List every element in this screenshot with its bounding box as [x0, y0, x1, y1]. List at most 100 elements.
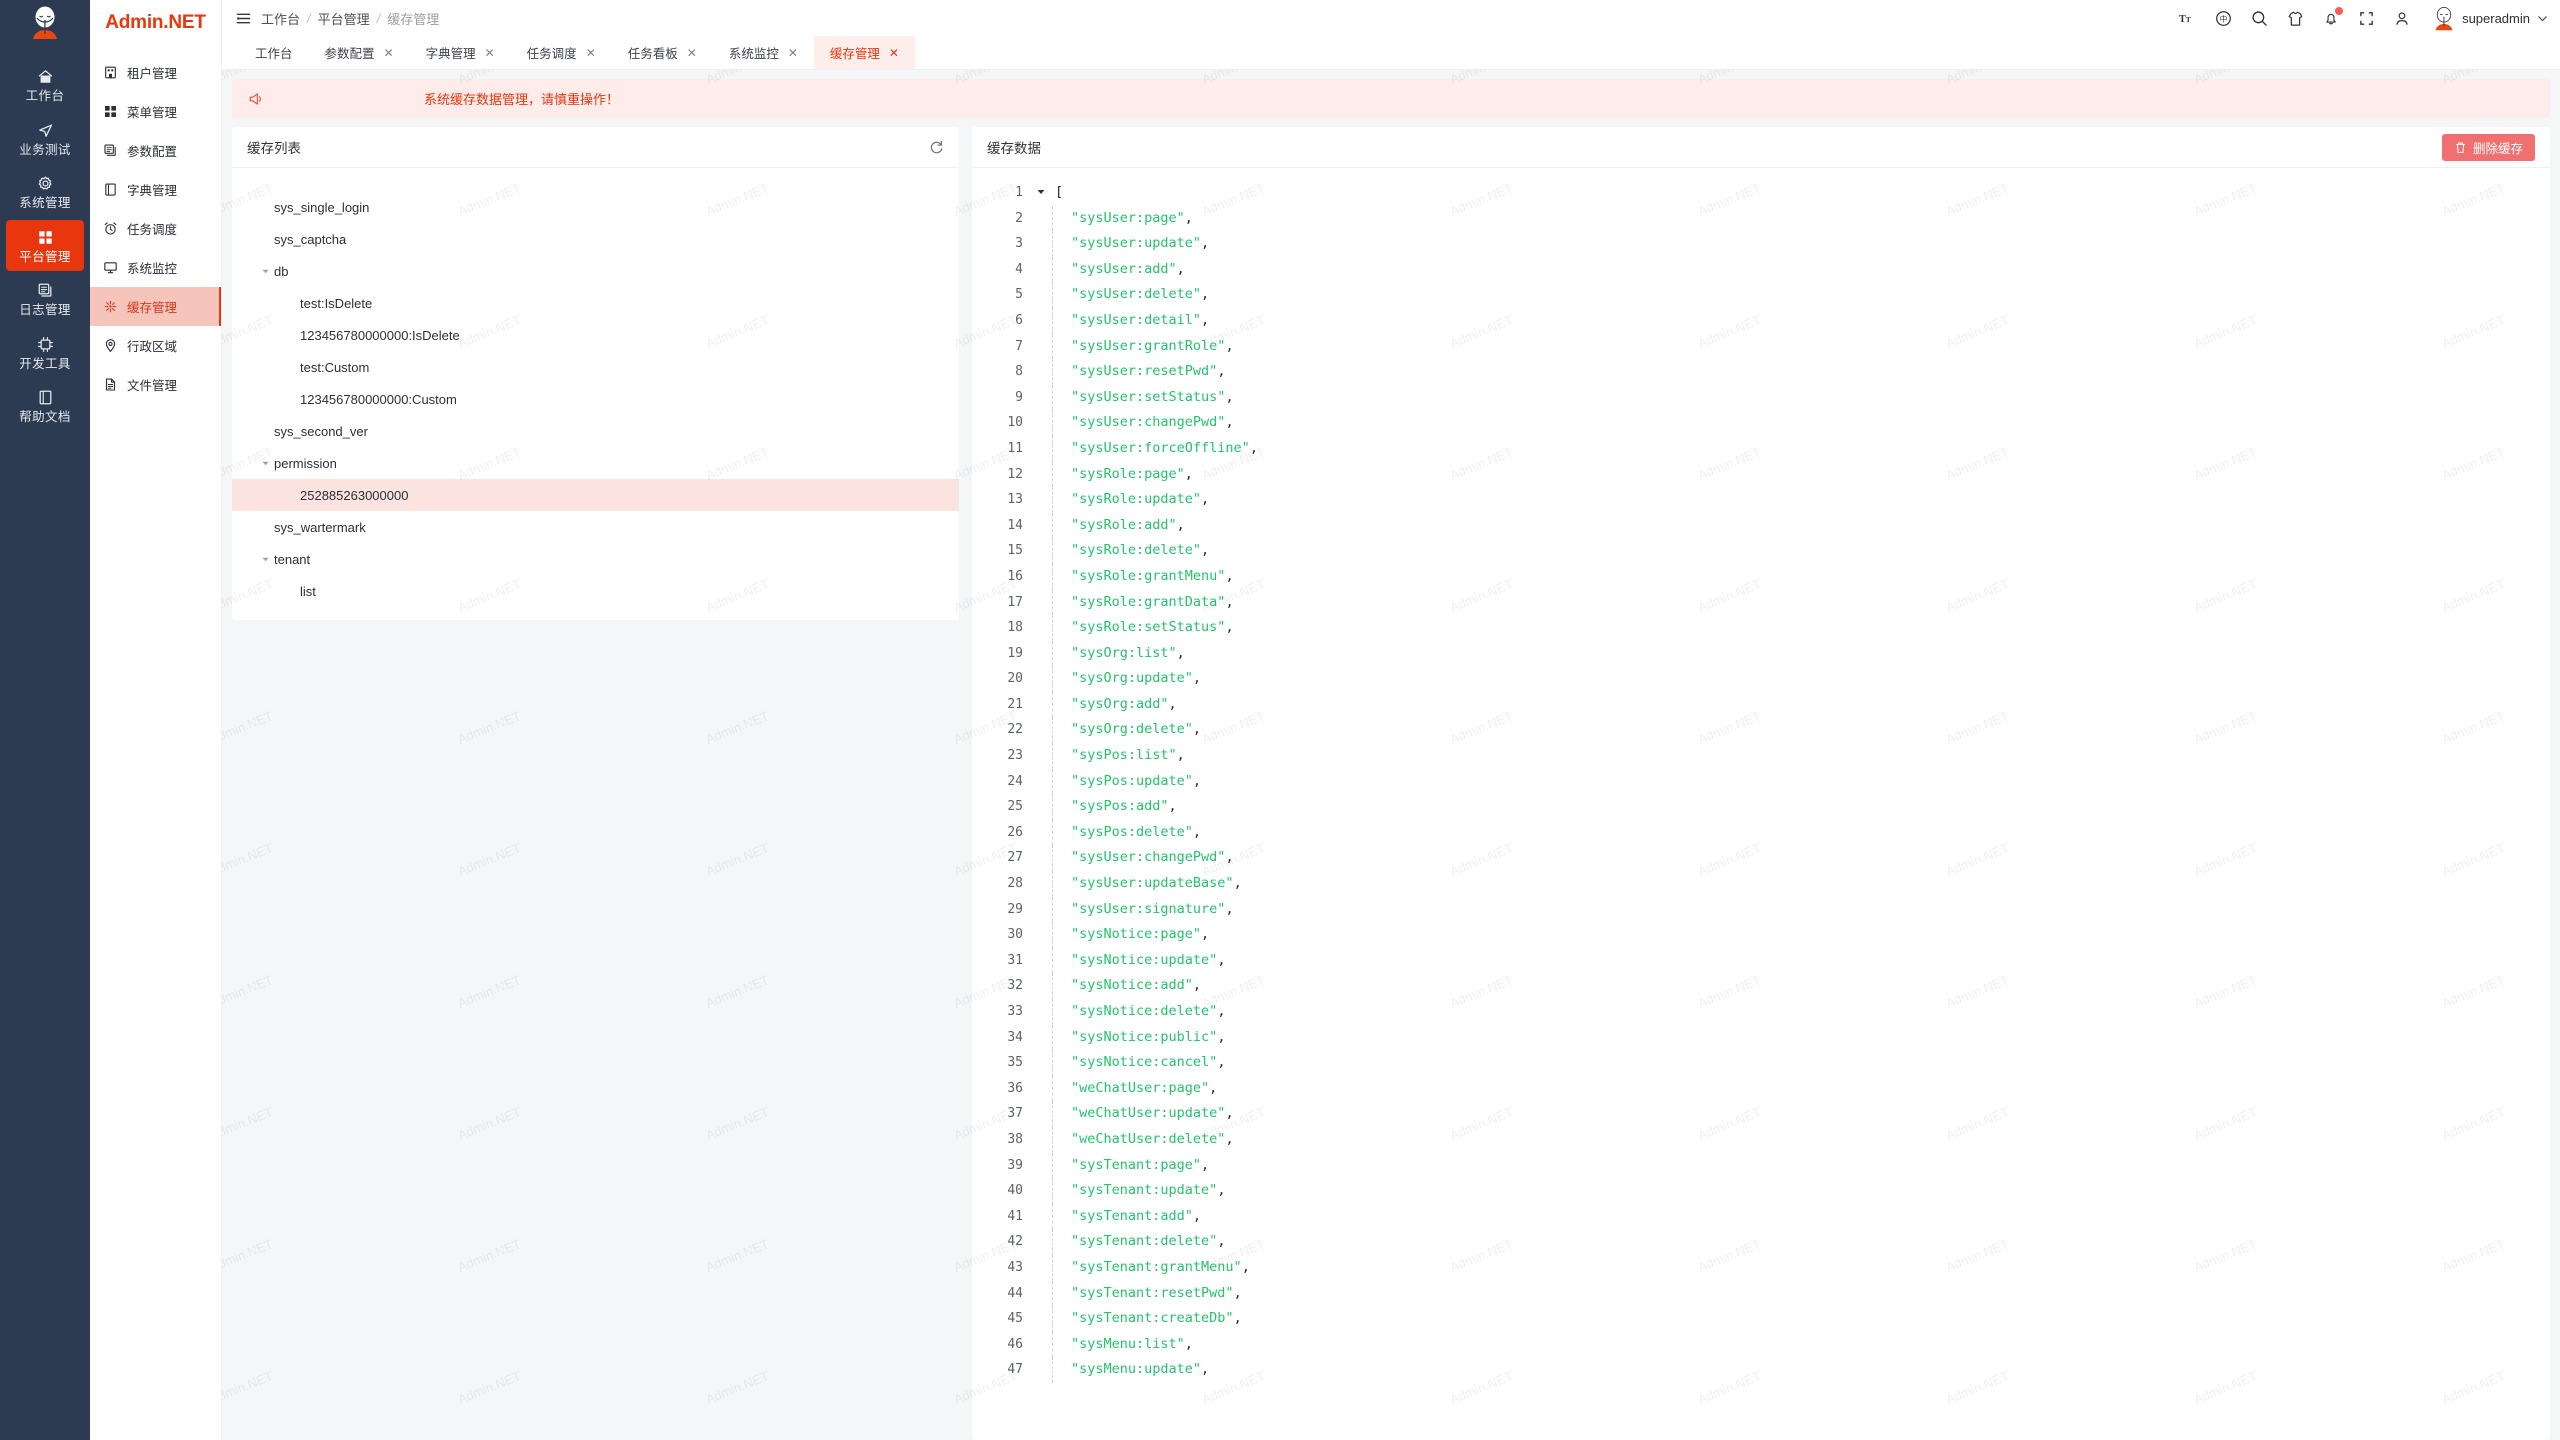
tab-close-icon[interactable]: ✕ [585, 45, 596, 60]
tab-close-icon[interactable]: ✕ [484, 45, 495, 60]
search-icon[interactable] [2251, 10, 2268, 27]
rail-item-2[interactable]: 业务测试 [6, 113, 84, 165]
cache-tree-node[interactable]: sys_single_login [232, 191, 959, 223]
line-number: 10 [1007, 415, 1023, 431]
tab-3[interactable]: 字典管理 ✕ [410, 36, 511, 69]
delete-cache-button[interactable]: 删除缓存 [2441, 133, 2535, 161]
menu-item-6[interactable]: 系统监控 [90, 248, 221, 287]
tab-bar: 工作台 参数配置 ✕ 字典管理 ✕ 任务调度 ✕ 任务看板 ✕ 系统监控 ✕ 缓存管理 ✕ [222, 36, 2560, 70]
cache-tree-node[interactable]: db [232, 255, 959, 287]
tab-label: 任务调度 [526, 47, 577, 61]
cache-tree-node[interactable]: 252885263000000 [232, 479, 959, 511]
tab-5[interactable]: 任务看板 ✕ [612, 36, 713, 69]
tab-2[interactable]: 参数配置 ✕ [309, 36, 410, 69]
tab-close-icon[interactable]: ✕ [888, 45, 899, 60]
menu-item-2[interactable]: 菜单管理 [90, 92, 221, 131]
cache-tree-node[interactable]: list [232, 575, 959, 607]
json-line: 28 "sysUser:updateBase", [972, 871, 2550, 897]
menu-item-label: 缓存管理 [127, 301, 178, 315]
json-viewer[interactable]: 1[2 "sysUser:page", 3 "sysUser:update", 4 "sy… [972, 168, 2550, 1440]
cache-tree-node[interactable]: test:Custom [232, 351, 959, 383]
json-line-text: "sysUser:updateBase", [1071, 875, 1242, 892]
indent-guide [1052, 1152, 1053, 1179]
rail-item-3[interactable]: 系统管理 [6, 166, 84, 218]
app-logo[interactable] [0, 0, 90, 45]
refresh-icon[interactable] [929, 140, 944, 155]
menu-item-4[interactable]: 字典管理 [90, 170, 221, 209]
menu-item-8[interactable]: 行政区域 [90, 326, 221, 365]
cache-tree-node[interactable]: 123456780000000:IsDelete [232, 319, 959, 351]
hamburger-icon[interactable] [236, 11, 251, 26]
json-line: 44 "sysTenant:resetPwd", [972, 1280, 2550, 1307]
rail-item-1[interactable]: 工作台 [6, 59, 84, 111]
rail-item-label: 工作台 [25, 89, 65, 103]
cache-tree-node[interactable]: test:IsDelete [232, 287, 959, 319]
json-line-text: "weChatUser:page", [1071, 1079, 1218, 1096]
indent-guide [1052, 1075, 1053, 1102]
indent-guide [1052, 871, 1053, 897]
indent-guide [1052, 666, 1053, 692]
language-globe-icon[interactable]: 中 [2215, 10, 2232, 27]
json-line: 13 "sysRole:update", [972, 487, 2550, 513]
json-line: 1[ [972, 180, 2550, 206]
chevron-down-icon[interactable] [256, 267, 274, 276]
menu-item-3[interactable]: 参数配置 [90, 131, 221, 170]
avatar [2435, 6, 2453, 30]
cache-tree-node[interactable]: sys_captcha [232, 223, 959, 255]
json-line-text: "sysTenant:delete", [1071, 1233, 1226, 1250]
indent-guide [1052, 896, 1053, 923]
cache-tree-node[interactable]: tenant [232, 543, 959, 575]
cache-tree-node[interactable]: sys_second_ver [232, 415, 959, 447]
indent-guide [1052, 538, 1053, 564]
menu-item-1[interactable]: 租户管理 [90, 53, 221, 92]
menu-item-7[interactable]: 缓存管理 [90, 287, 221, 326]
indent-guide [1052, 435, 1053, 462]
breadcrumb-item-1[interactable]: 工作台 [261, 12, 301, 27]
json-line-text: "sysOrg:add", [1071, 695, 1177, 712]
menu-item-9[interactable]: 文件管理 [90, 365, 221, 404]
json-line: 23 "sysPos:list", [972, 743, 2550, 769]
chevron-down-icon[interactable] [256, 459, 274, 468]
json-line-text: "sysPos:add", [1071, 798, 1177, 815]
json-line: 40 "sysTenant:update", [972, 1178, 2550, 1204]
fold-toggle-icon[interactable] [1036, 180, 1052, 206]
user-menu[interactable]: superadmin [2433, 6, 2548, 31]
cache-tree-node[interactable]: sys_wartermark [232, 511, 959, 543]
cache-list-title: 缓存列表 [247, 141, 301, 156]
tab-close-icon[interactable]: ✕ [686, 45, 697, 60]
json-line: 45 "sysTenant:createDb", [972, 1306, 2550, 1332]
cache-tree-node-label: sys_wartermark [274, 519, 366, 535]
brand-name: Admin.NET [105, 11, 206, 33]
line-number: 34 [1007, 1029, 1023, 1045]
tab-7[interactable]: 缓存管理 ✕ [813, 36, 915, 69]
notification-bell-icon[interactable] [2323, 7, 2344, 27]
rail-item-4[interactable]: 平台管理 [6, 219, 84, 271]
tab-close-icon[interactable]: ✕ [787, 45, 798, 60]
tab-close-icon[interactable]: ✕ [383, 45, 394, 60]
rail-item-6[interactable]: 开发工具 [6, 327, 84, 379]
line-number: 2 [1015, 210, 1023, 226]
json-line: 6 "sysUser:detail", [972, 307, 2550, 334]
theme-shirt-icon[interactable] [2287, 10, 2304, 27]
breadcrumb-item-2[interactable]: 平台管理 [317, 12, 370, 27]
rail-item-5[interactable]: 日志管理 [6, 273, 84, 325]
tab-1[interactable]: 工作台 [239, 36, 309, 69]
chevron-down-icon[interactable] [256, 555, 274, 564]
cache-tree-node[interactable]: permission [232, 447, 959, 479]
json-line-text: "sysMenu:update", [1071, 1361, 1210, 1378]
json-line: 34 "sysNotice:public", [972, 1024, 2550, 1051]
tab-4[interactable]: 任务调度 ✕ [511, 36, 612, 69]
rail-item-7[interactable]: 帮助文档 [6, 380, 84, 432]
tab-6[interactable]: 系统监控 ✕ [713, 36, 814, 69]
file-icon [103, 377, 118, 392]
menu-item-5[interactable]: 任务调度 [90, 209, 221, 248]
rail-item-label: 帮助文档 [19, 410, 71, 424]
cache-tree-node[interactable]: 123456780000000:Custom [232, 383, 959, 415]
user-icon[interactable] [2394, 10, 2410, 27]
indent-guide [1052, 1229, 1053, 1255]
json-line: 41 "sysTenant:add", [972, 1203, 2550, 1230]
fullscreen-icon[interactable] [2358, 10, 2375, 27]
home-icon [37, 68, 54, 85]
breadcrumb-item-3[interactable]: 缓存管理 [387, 12, 440, 27]
